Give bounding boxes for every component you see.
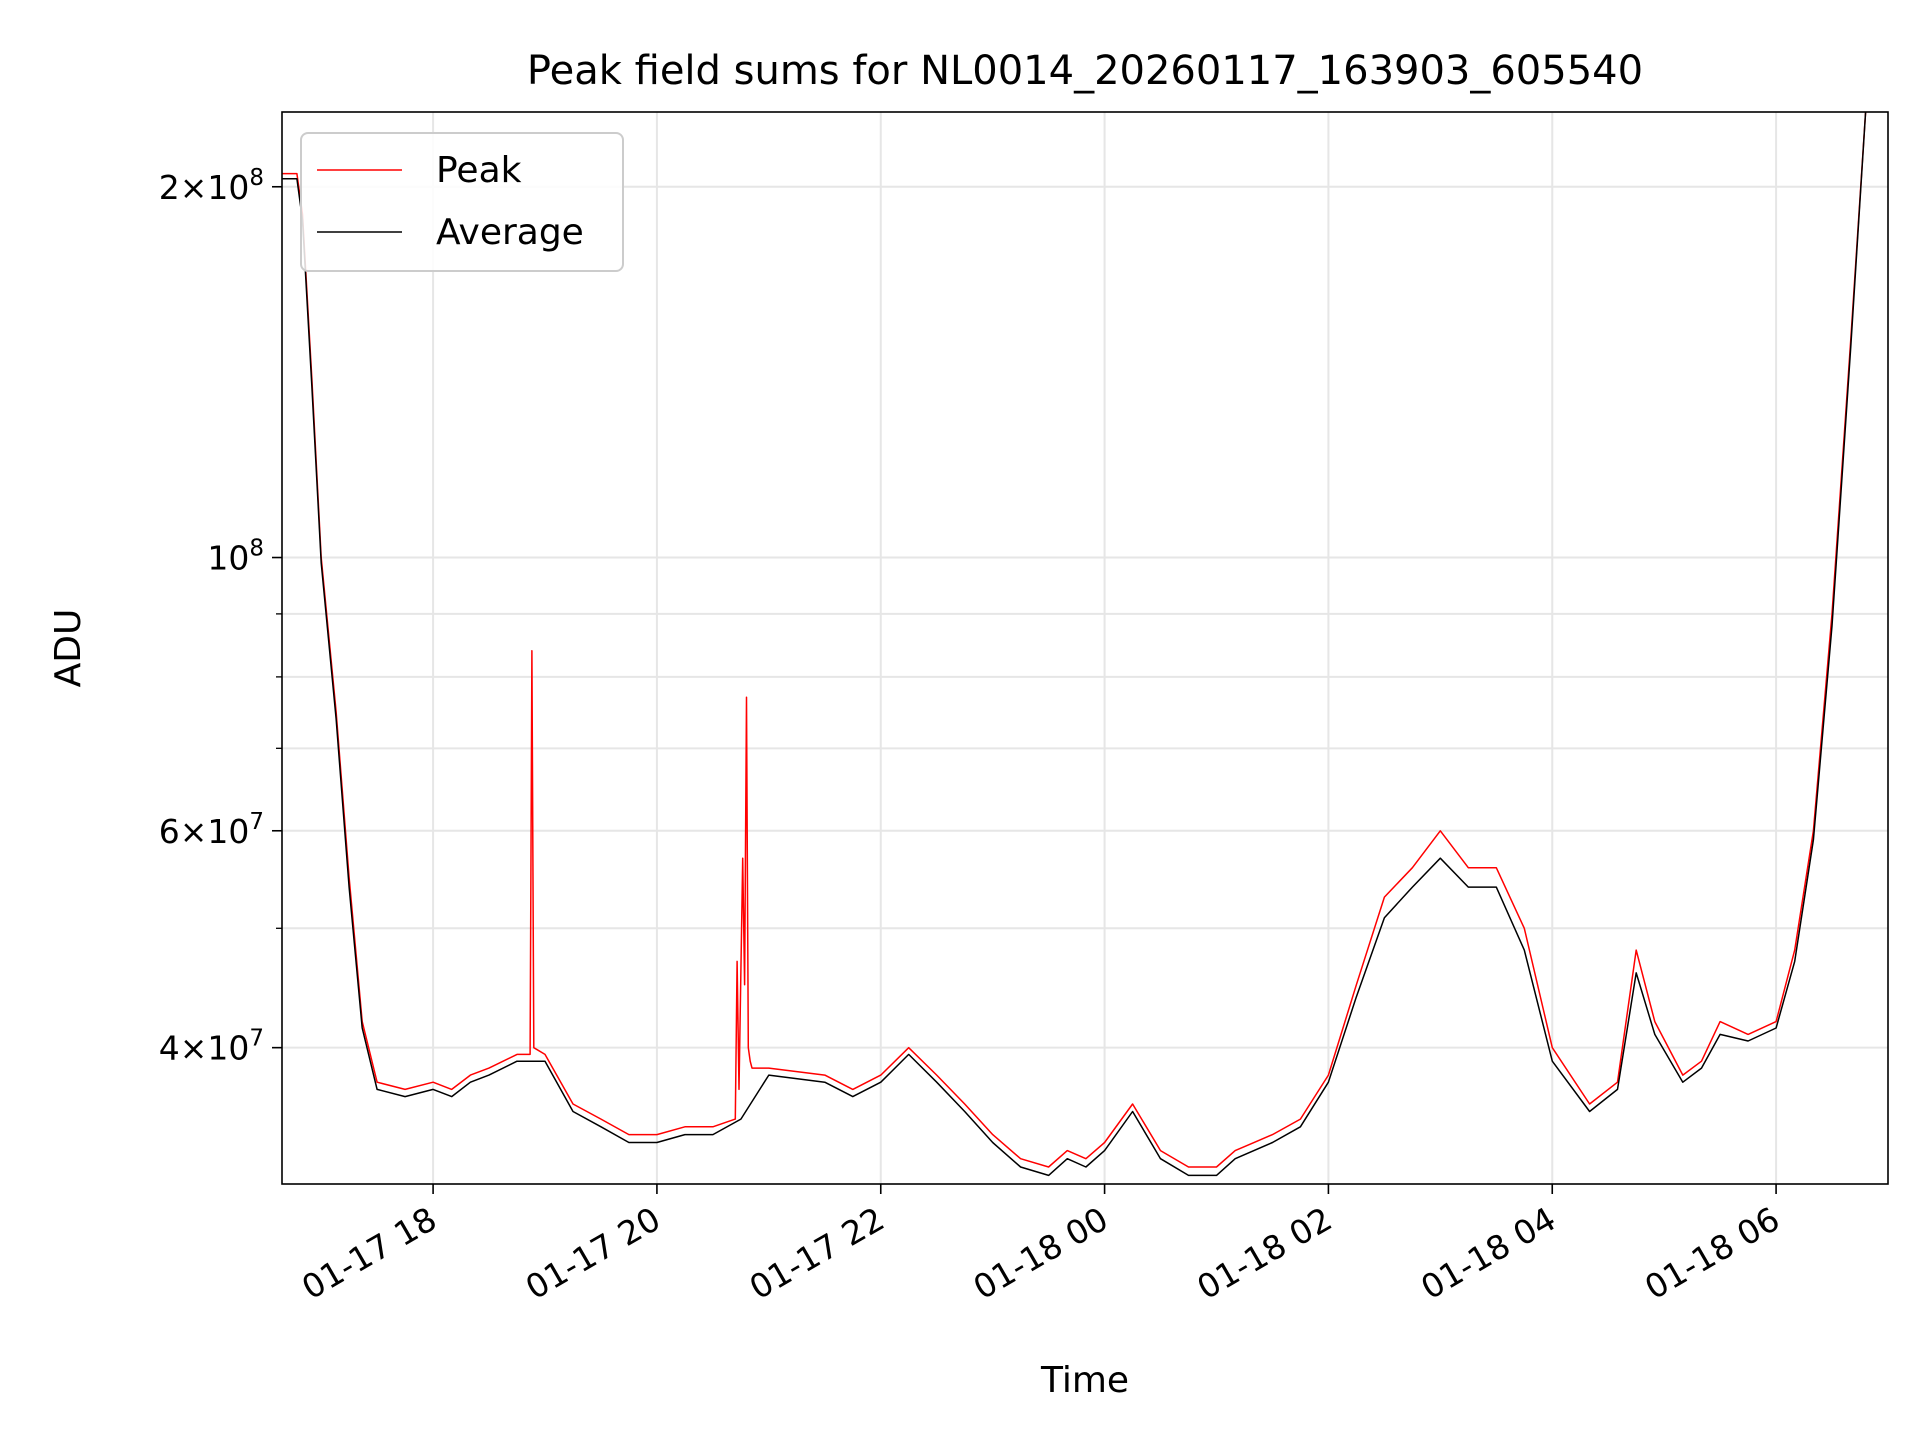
series-peak-line <box>282 112 1867 1168</box>
y-tick-label: 2×108 <box>159 165 264 207</box>
legend-box <box>300 132 624 272</box>
plot-frame <box>281 111 1889 1185</box>
legend-peak-label: Peak <box>436 150 522 191</box>
series-average-line <box>282 112 1867 1177</box>
y-tick-label: 4×107 <box>159 1026 264 1068</box>
y-tick-label: 6×107 <box>159 809 264 851</box>
legend: Peak Average <box>300 132 624 272</box>
legend-average-label: Average <box>436 212 584 253</box>
y-axis-label: ADU <box>48 609 89 688</box>
chart-title: Peak field sums for NL0014_20260117_1639… <box>527 48 1643 94</box>
y-tick-label: 108 <box>207 536 264 578</box>
series-layer <box>282 112 1867 1177</box>
x-axis-label: Time <box>1040 1360 1129 1401</box>
